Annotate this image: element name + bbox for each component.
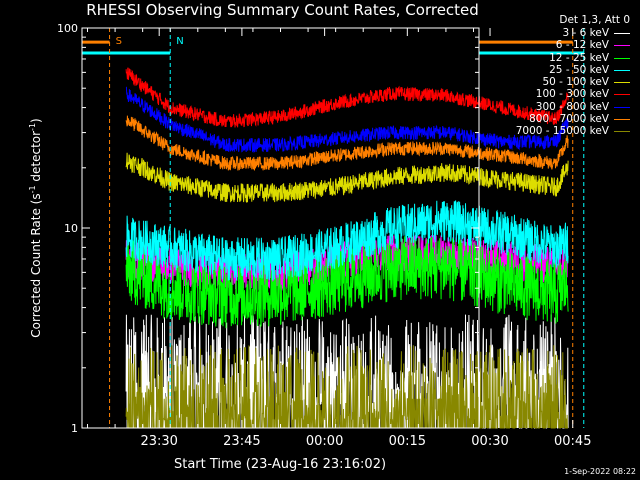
legend-label: 12 - 25 keV xyxy=(549,51,609,64)
y-tick-label: 100 xyxy=(57,22,78,35)
legend-label: 300 - 800 keV xyxy=(535,100,609,113)
series-line xyxy=(125,86,569,153)
series-line xyxy=(125,152,569,204)
legend-swatch xyxy=(614,94,630,96)
series-line xyxy=(125,234,569,329)
legend-swatch xyxy=(614,119,630,121)
legend-swatch xyxy=(614,131,630,133)
y-tick-label: 1 xyxy=(71,422,78,435)
series-line xyxy=(125,200,569,281)
chart-title: RHESSI Observing Summary Count Rates, Co… xyxy=(86,1,479,19)
legend-item: 50 - 100 keV xyxy=(484,77,630,88)
legend-label: 6 - 12 keV xyxy=(555,39,609,52)
annotation-label: N xyxy=(176,36,183,47)
legend-header: Det 1,3, Att 0 xyxy=(559,14,630,26)
x-tick-label: 00:30 xyxy=(471,434,508,449)
legend-item: 100 - 300 keV xyxy=(484,89,630,100)
legend-label: 800 - 7000 keV xyxy=(529,113,609,126)
series-line xyxy=(125,345,569,429)
legend-label: 100 - 300 keV xyxy=(535,88,609,101)
x-tick-label: 23:45 xyxy=(223,434,260,449)
x-tick-label: 00:45 xyxy=(554,434,591,449)
annotation-label: S xyxy=(116,36,122,47)
footer-timestamp: 1-Sep-2022 08:22 xyxy=(564,467,636,476)
legend-item: 800 - 7000 keV xyxy=(484,114,630,125)
legend-swatch xyxy=(614,69,630,71)
y-tick-label: 10 xyxy=(64,222,78,235)
legend-item: 300 - 800 keV xyxy=(484,100,630,113)
legend-label: 7000 - 15000 keV xyxy=(515,125,609,138)
legend-swatch xyxy=(614,45,630,47)
legend-item: 25 - 50 keV xyxy=(484,63,630,76)
series-line xyxy=(125,67,569,128)
legend-swatch xyxy=(614,82,630,84)
legend-swatch xyxy=(614,106,630,108)
legend-item: 6 - 12 keV xyxy=(484,40,630,51)
legend: Det 1,3, Att 0 3 - 6 keV 6 - 12 keV 12 - 2… xyxy=(484,14,630,139)
x-tick-label: 00:00 xyxy=(306,434,343,449)
legend-item: 12 - 25 keV xyxy=(484,51,630,64)
axes-layer: 1 10 100 23:30 23:45 00:00 00:15 00:30 00:45 xyxy=(57,22,591,449)
series-line xyxy=(125,115,569,171)
legend-item: 3 - 6 keV xyxy=(484,28,630,39)
legend-label: 3 - 6 keV xyxy=(562,27,609,39)
legend-label: 25 - 50 keV xyxy=(549,63,609,76)
x-axis-label: Start Time (23-Aug-16 23:16:02) xyxy=(174,457,386,472)
legend-swatch xyxy=(614,57,630,59)
y-axis-label: Corrected Count Rate (s-1 detector-1) xyxy=(28,118,43,337)
legend-item: 7000 - 15000 keV xyxy=(484,126,630,137)
legend-label: 50 - 100 keV xyxy=(542,76,609,89)
legend-swatch xyxy=(614,33,630,34)
x-tick-label: 23:30 xyxy=(140,434,177,449)
x-tick-label: 00:15 xyxy=(389,434,426,449)
